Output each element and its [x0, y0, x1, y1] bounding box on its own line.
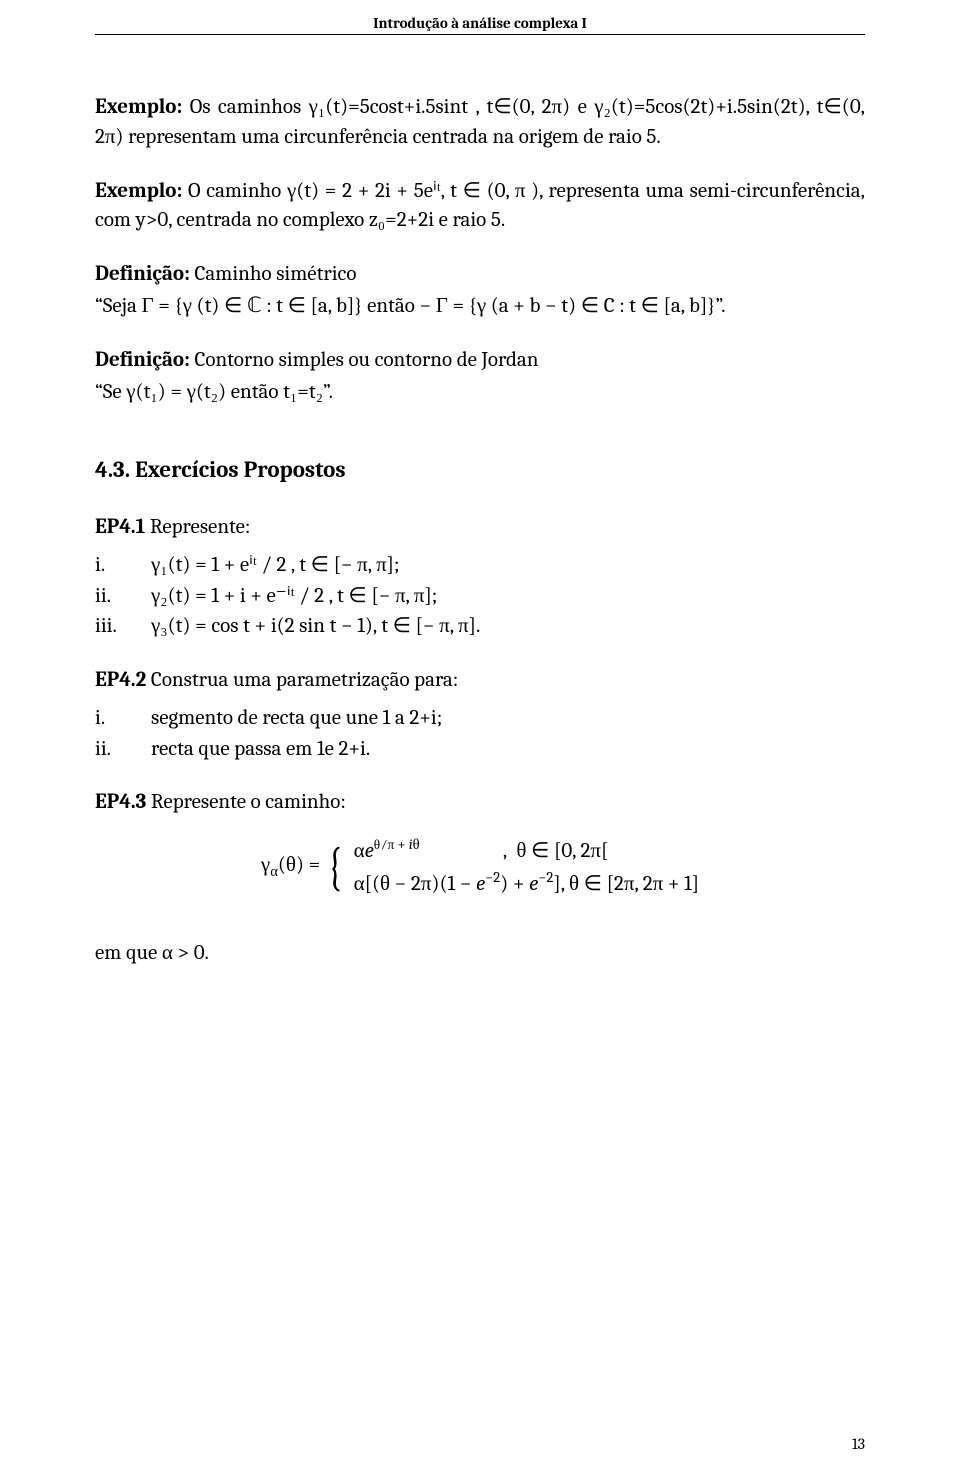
ep4-3-label: EP4.3: [95, 790, 146, 814]
definition-2-label: Definição:: [95, 348, 190, 372]
item-num: ii.: [95, 734, 151, 764]
ep4-3-tail: em que α > 0.: [95, 939, 865, 969]
definition-symmetric-path-title: Definição: Caminho simétrico: [95, 260, 865, 290]
formula-lhs: γα(θ) =: [261, 853, 325, 877]
definition-1-label: Definição:: [95, 262, 190, 286]
ep4-3-formula: γα(θ) = { αeθ⁄π + iθ , θ ∈ [0, 2π[ α[(θ …: [95, 834, 865, 899]
def2-body-a: “Se: [95, 380, 126, 404]
formula-cases: αeθ⁄π + iθ , θ ∈ [0, 2π[ α[(θ − 2π)(1 − …: [354, 834, 699, 899]
def2-formula-b: t₁=t₂: [283, 380, 323, 404]
example-2-formula: γ(t) = 2 + 2i + 5eⁱᵗ: [287, 179, 441, 203]
def1-body-a: “Seja: [95, 294, 142, 318]
ep4-1-rest: Represente:: [145, 515, 250, 539]
def1-formula-b: − Γ = {γ (a + b − t) ∈ C : t ∈ [a, b]}: [419, 294, 715, 318]
formula-case-2: α[(θ − 2π)(1 − e−2) + e−2], θ ∈ [2π, 2π …: [354, 872, 699, 896]
formula-case-1: αeθ⁄π + iθ , θ ∈ [0, 2π[: [354, 839, 609, 863]
item-num: ii.: [95, 581, 151, 611]
page-header: Introdução à análise complexa I: [95, 0, 865, 35]
ep4-2-heading: EP4.2 Construa uma parametrização para:: [95, 666, 865, 696]
example-1: Exemplo: Os caminhos γ₁(t)=5cost+i.5sint…: [95, 93, 865, 153]
ep4-1-heading: EP4.1 Represente:: [95, 513, 865, 543]
item-body: γ₁(t) = 1 + eⁱᵗ / 2 , t ∈ [− π, π];: [151, 550, 865, 580]
item-body: segmento de recta que une 1 a 2+i;: [151, 703, 865, 733]
ep4-2-label: EP4.2: [95, 668, 146, 692]
example-2-body-a: O caminho: [182, 179, 287, 203]
definition-2-title: Contorno simples ou contorno de Jordan: [190, 348, 539, 372]
item-body: γ₃(t) = cos t + i(2 sin t − 1), t ∈ [− π…: [151, 611, 865, 641]
definition-1-title: Caminho simétrico: [190, 262, 357, 286]
def1-body-b: então: [362, 294, 419, 318]
def2-body-c: ”.: [323, 380, 333, 404]
def2-body-b: então: [226, 380, 283, 404]
brace-icon: {: [328, 841, 342, 893]
example-1-label: Exemplo:: [95, 95, 182, 119]
item-body: recta que passa em 1e 2+i.: [151, 734, 865, 764]
list-item: i. segmento de recta que une 1 a 2+i;: [95, 703, 865, 733]
def1-formula-a: Γ = {γ (t) ∈ ℂ : t ∈ [a, b]}: [142, 294, 363, 318]
page-number: 13: [852, 1435, 865, 1453]
list-item: iii. γ₃(t) = cos t + i(2 sin t − 1), t ∈…: [95, 611, 865, 641]
example-2-label: Exemplo:: [95, 179, 182, 203]
ep4-2-rest: Construa uma parametrização para:: [146, 668, 458, 692]
ep4-1-label: EP4.1: [95, 515, 145, 539]
definition-symmetric-path-body: “Seja Γ = {γ (t) ∈ ℂ : t ∈ [a, b]} então…: [95, 292, 865, 322]
def1-body-c: ”.: [715, 294, 725, 318]
example-1-body: Os caminhos γ₁(t)=5cost+i.5sint , t∈(0, …: [95, 95, 865, 149]
item-num: i.: [95, 703, 151, 733]
ep4-3-heading: EP4.3 Represente o caminho:: [95, 788, 865, 818]
item-num: iii.: [95, 611, 151, 641]
list-item: ii. recta que passa em 1e 2+i.: [95, 734, 865, 764]
definition-jordan-title: Definição: Contorno simples ou contorno …: [95, 346, 865, 376]
list-item: ii. γ₂(t) = 1 + i + e⁻ⁱᵗ / 2 , t ∈ [− π,…: [95, 581, 865, 611]
item-body: γ₂(t) = 1 + i + e⁻ⁱᵗ / 2 , t ∈ [− π, π];: [151, 581, 865, 611]
item-num: i.: [95, 550, 151, 580]
definition-jordan-body: “Se γ(t₁) = γ(t₂) então t₁=t₂”.: [95, 378, 865, 408]
example-2: Exemplo: O caminho γ(t) = 2 + 2i + 5eⁱᵗ,…: [95, 177, 865, 237]
ep4-3-rest: Represente o caminho:: [146, 790, 346, 814]
list-item: i. γ₁(t) = 1 + eⁱᵗ / 2 , t ∈ [− π, π];: [95, 550, 865, 580]
section-title-exercises: 4.3. Exercícios Propostos: [95, 456, 865, 483]
def2-formula: γ(t₁) = γ(t₂): [126, 380, 226, 404]
